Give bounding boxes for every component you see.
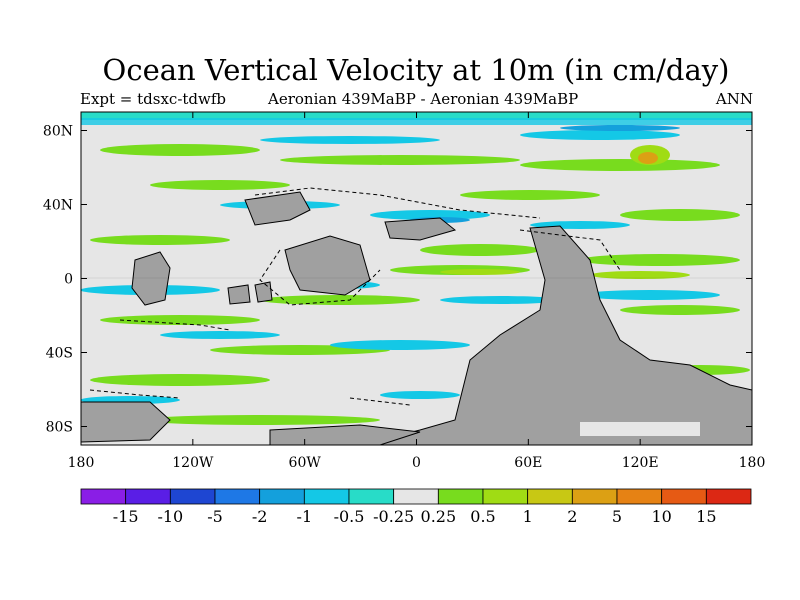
colorbar: -15 -10 -5 -2 -1 -0.5 -0.25 0.25 0.5 1 2 5 10 15: [80, 488, 752, 526]
colorbar-label: -0.5: [334, 507, 365, 526]
colorbar-label: -5: [207, 507, 223, 526]
land-south-strip: [269, 424, 421, 445]
colorbar-label: 0.5: [470, 507, 495, 526]
x-tick-label: 60E: [514, 455, 542, 471]
land-north-central: [384, 217, 457, 241]
y-tick-label: 40N: [43, 198, 73, 214]
colorbar-swatch: [169, 488, 216, 505]
colorbar-label: 15: [696, 507, 716, 526]
land-north-small: [244, 191, 311, 226]
shelf-contours: [89, 187, 621, 406]
x-tick-label: 180: [739, 455, 766, 471]
high-positive-velocity-core: [638, 152, 658, 164]
colorbar-swatch: [527, 488, 573, 505]
colorbar-label: -2: [252, 507, 268, 526]
x-tick-label: 180: [68, 455, 95, 471]
colorbar-swatch: [214, 488, 261, 505]
land-antarctica-west: [81, 401, 171, 443]
colorbar-label: -1: [297, 507, 313, 526]
colorbar-label: -10: [157, 507, 183, 526]
colorbar-swatch: [705, 488, 752, 505]
colorbar-label: 0.25: [421, 507, 457, 526]
colorbar-swatch: [80, 488, 127, 505]
season-label: ANN: [715, 90, 753, 108]
experiment-label: Expt = tdsxc-tdwfb: [80, 90, 227, 108]
x-tick-label: 0: [412, 455, 421, 471]
north-polar-band-blue: [81, 118, 752, 125]
y-tick-label: 80N: [43, 124, 73, 140]
land-small-west: [227, 284, 251, 305]
colorbar-swatch: [571, 488, 618, 505]
x-tick-label: 120W: [172, 455, 214, 471]
axis-ticks: 80N 40N 0 40S 80S 180 120W 60W 0 60E 120E 180: [43, 112, 765, 471]
chart-title: Ocean Vertical Velocity at 10m (in cm/da…: [102, 53, 730, 87]
colorbar-label: 2: [567, 507, 577, 526]
colorbar-swatch: [437, 488, 484, 505]
colorbar-swatch: [259, 488, 305, 505]
land-island: [254, 281, 273, 303]
colorbar-swatch: [303, 488, 350, 505]
x-tick-label: 60W: [289, 455, 322, 471]
colorbar-swatch: [482, 488, 529, 505]
positive-velocity-streaks: [90, 144, 750, 425]
colorbar-swatch: [393, 488, 439, 505]
colorbar-swatch: [125, 488, 171, 505]
colorbar-label: 1: [523, 507, 533, 526]
land-east-continent: [359, 225, 752, 445]
colorbar-swatch: [348, 488, 395, 505]
colorbar-label: 5: [612, 507, 622, 526]
y-tick-label: 0: [64, 272, 73, 288]
land-equatorial-west: [131, 251, 171, 306]
colorbar-swatch: [616, 488, 663, 505]
y-tick-label: 80S: [46, 420, 73, 436]
x-tick-label: 120E: [622, 455, 659, 471]
colorbar-swatch: [661, 488, 707, 505]
land-center-ring: [284, 235, 371, 296]
period-label: Aeronian 439MaBP - Aeronian 439MaBP: [268, 90, 579, 108]
colorbar-label: -15: [113, 507, 139, 526]
ocean-under-continent: [580, 422, 700, 436]
y-tick-label: 40S: [46, 346, 73, 362]
colorbar-label: 10: [651, 507, 671, 526]
colorbar-label: -0.25: [373, 507, 414, 526]
land-masses: [81, 191, 752, 445]
map-plot-area: [81, 112, 752, 445]
